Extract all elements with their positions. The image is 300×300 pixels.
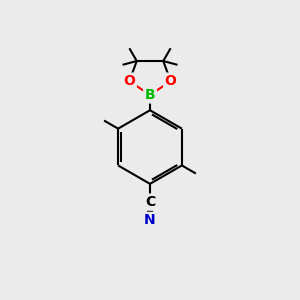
Text: N: N (144, 213, 156, 227)
Text: O: O (123, 74, 135, 88)
Text: O: O (165, 74, 177, 88)
Text: C: C (145, 195, 155, 209)
Text: B: B (145, 88, 155, 102)
